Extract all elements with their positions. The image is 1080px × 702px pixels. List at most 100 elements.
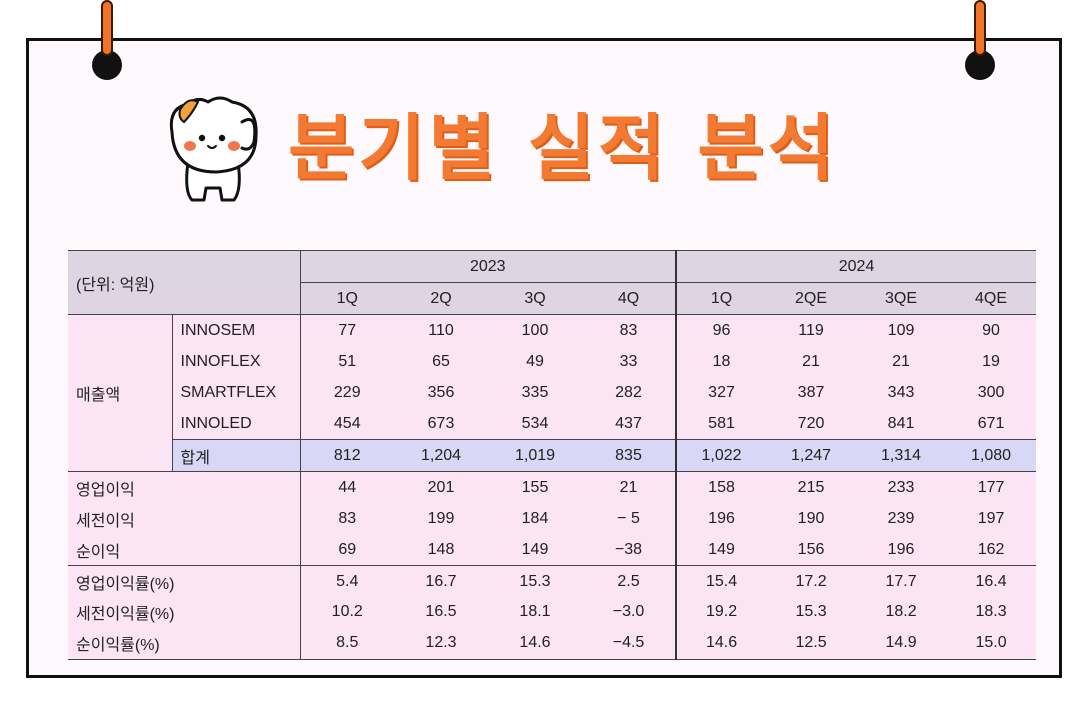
cell: 51 — [299, 346, 394, 378]
cell: 19.2 — [675, 597, 767, 628]
cell: 454 — [299, 408, 394, 440]
cell: 83 — [299, 503, 394, 534]
cell: 18.1 — [488, 597, 582, 628]
cat-mascot-icon — [169, 96, 258, 202]
cell: 15.4 — [675, 565, 767, 597]
cell: 720 — [766, 408, 857, 440]
cell: 5.4 — [299, 565, 394, 597]
cell: 17.2 — [766, 565, 857, 597]
cell: 162 — [946, 534, 1037, 566]
table-row: 순이익 69 148 149 −38 149 156 196 162 — [68, 534, 1037, 566]
quarter-header: 3QE — [856, 282, 947, 316]
cell: 673 — [394, 408, 488, 440]
quarter-header: 3Q — [488, 282, 582, 316]
cell: 835 — [582, 438, 677, 473]
cell: 196 — [675, 503, 767, 534]
cell: 199 — [394, 503, 488, 534]
cell: 16.4 — [946, 565, 1037, 597]
cell: 69 — [299, 534, 394, 566]
cell: 229 — [299, 377, 394, 408]
cell: 8.5 — [299, 627, 394, 660]
table-row: INNOFLEX 51 65 49 33 18 21 21 19 — [68, 346, 1037, 378]
row-label: 세전이익 — [68, 503, 300, 534]
row-label: INNOFLEX — [171, 346, 300, 378]
quarter-header: 1Q — [675, 282, 767, 316]
cell: 812 — [299, 438, 394, 473]
cell: 90 — [946, 314, 1037, 347]
cell: 197 — [946, 503, 1037, 534]
cell: 21 — [856, 346, 947, 378]
cell: 77 — [299, 314, 394, 347]
cell: 14.9 — [856, 627, 947, 660]
cell: 300 — [946, 377, 1037, 408]
cell: 156 — [766, 534, 857, 566]
cell: 119 — [766, 314, 857, 347]
cell: 190 — [766, 503, 857, 534]
cell: 10.2 — [299, 597, 394, 628]
cell: 17.7 — [856, 565, 947, 597]
cell: 282 — [582, 377, 677, 408]
cell: −38 — [582, 534, 677, 566]
cell: 1,314 — [856, 438, 947, 473]
cell: 1,019 — [488, 438, 582, 473]
cell: 14.6 — [488, 627, 582, 660]
cell: 33 — [582, 346, 677, 378]
year-header-2024: 2024 — [675, 249, 1037, 284]
cell: 100 — [488, 314, 582, 347]
cell: 12.3 — [394, 627, 488, 660]
cell: 841 — [856, 408, 947, 440]
table-header-quarters: 1Q 2Q 3Q 4Q 1Q 2QE 3QE 4QE — [68, 282, 1037, 316]
cell: 18 — [675, 346, 767, 378]
cell: 44 — [299, 471, 394, 504]
row-label: 영업이익 — [68, 471, 300, 504]
row-label: 합계 — [171, 438, 300, 473]
quarterly-performance-table: (단위: 억원) 2023 2024 1Q 2Q 3Q 4Q 1Q 2QE 3Q… — [68, 249, 1037, 660]
row-label: SMARTFLEX — [171, 377, 300, 408]
cell: 18.2 — [856, 597, 947, 628]
cell: 437 — [582, 408, 677, 440]
cell: 581 — [675, 408, 767, 440]
pin-right-icon — [965, 0, 995, 80]
row-label: 순이익 — [68, 534, 300, 566]
pin-left-icon — [92, 0, 122, 80]
cell: 534 — [488, 408, 582, 440]
cell: 12.5 — [766, 627, 857, 660]
cell: 15.3 — [488, 565, 582, 597]
row-label: 순이익률(%) — [68, 627, 300, 660]
cell: 19 — [946, 346, 1037, 378]
page-title: 분기별 실적 분석 — [288, 106, 838, 190]
cell: 21 — [766, 346, 857, 378]
table-row: 영업이익률(%) 5.4 16.7 15.3 2.5 15.4 17.2 17.… — [68, 565, 1037, 597]
cell: −4.5 — [582, 627, 677, 660]
cell: 149 — [488, 534, 582, 566]
cell: 177 — [946, 471, 1037, 504]
table-row: INNOLED 454 673 534 437 581 720 841 671 — [68, 408, 1037, 440]
table-row: 세전이익 83 199 184 − 5 196 190 239 197 — [68, 503, 1037, 534]
row-label: INNOLED — [171, 408, 300, 440]
row-label: INNOSEM — [171, 314, 300, 347]
table-row: 영업이익 44 201 155 21 158 215 233 177 — [68, 471, 1037, 504]
cell: −3.0 — [582, 597, 677, 628]
row-label: 영업이익률(%) — [68, 565, 300, 597]
cell: 110 — [394, 314, 488, 347]
cell: 387 — [766, 377, 857, 408]
cell: 49 — [488, 346, 582, 378]
year-header-2023: 2023 — [299, 249, 677, 284]
cell: 16.5 — [394, 597, 488, 628]
cell: 15.3 — [766, 597, 857, 628]
cell: 18.3 — [946, 597, 1037, 628]
table-row: 매출액 INNOSEM 77 110 100 83 96 119 109 90 — [68, 314, 1037, 472]
cell: 1,022 — [675, 438, 767, 473]
cell: 239 — [856, 503, 947, 534]
cell: 196 — [856, 534, 947, 566]
cell: 184 — [488, 503, 582, 534]
unit-label: (단위: 억원) — [68, 249, 300, 315]
table-row: 세전이익률(%) 10.2 16.5 18.1 −3.0 19.2 15.3 1… — [68, 597, 1037, 628]
quarter-header: 4Q — [582, 282, 677, 316]
cell: 14.6 — [675, 627, 767, 660]
total-row: 합계 812 1,204 1,019 835 1,022 1,247 1,314… — [68, 438, 1037, 473]
cell: 1,247 — [766, 438, 857, 473]
cell: 16.7 — [394, 565, 488, 597]
cell: 215 — [766, 471, 857, 504]
cell: 356 — [394, 377, 488, 408]
